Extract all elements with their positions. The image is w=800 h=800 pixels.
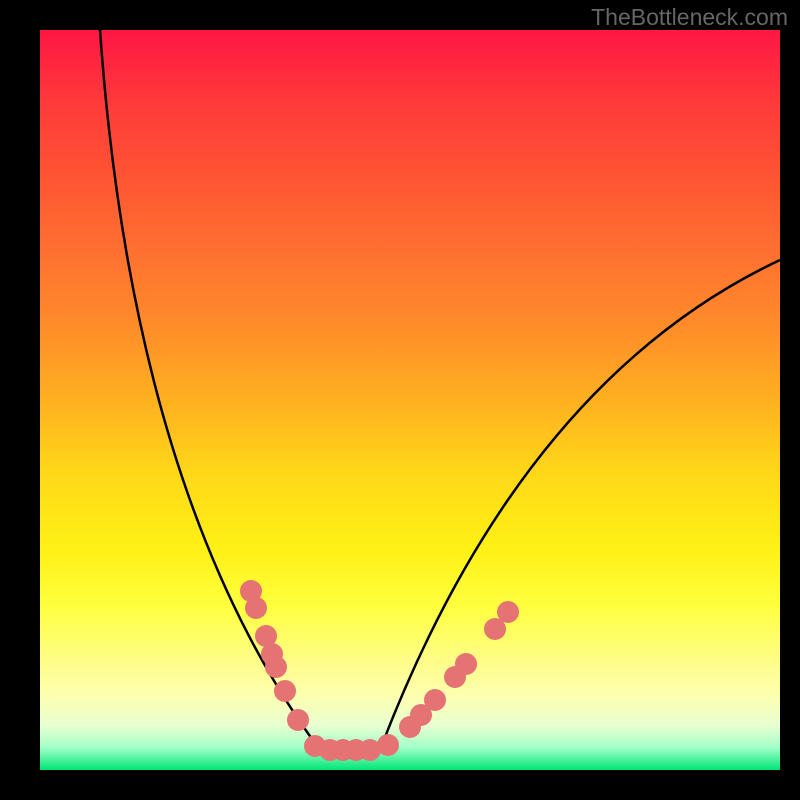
data-marker (455, 653, 477, 675)
chart-background (40, 30, 780, 770)
data-marker (265, 656, 287, 678)
watermark-text: TheBottleneck.com (591, 4, 788, 31)
data-marker (497, 601, 519, 623)
chart-svg (40, 30, 780, 770)
chart-container (40, 30, 780, 770)
data-marker (245, 597, 267, 619)
data-marker (377, 734, 399, 756)
data-marker (424, 689, 446, 711)
data-marker (287, 709, 309, 731)
data-marker (274, 680, 296, 702)
